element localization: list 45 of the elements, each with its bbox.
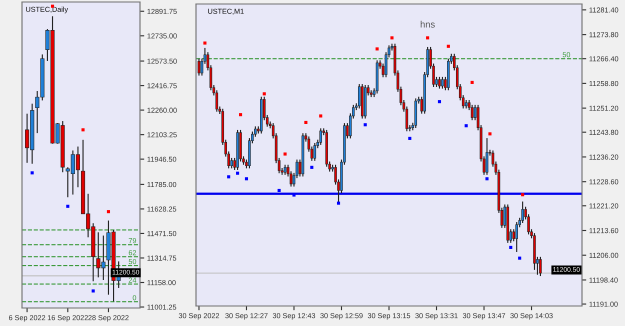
candlestick xyxy=(441,76,444,90)
candlestick xyxy=(313,142,316,162)
point xyxy=(464,124,468,128)
candlestick xyxy=(438,76,441,90)
point xyxy=(262,92,266,96)
point xyxy=(66,204,70,208)
point xyxy=(319,114,322,118)
point xyxy=(408,136,412,140)
point xyxy=(336,202,340,205)
point xyxy=(106,210,110,214)
point xyxy=(390,36,394,40)
candlestick xyxy=(521,200,524,224)
point xyxy=(227,175,230,178)
point xyxy=(244,177,248,180)
point xyxy=(304,120,308,124)
point xyxy=(236,172,240,175)
point xyxy=(426,36,430,40)
point xyxy=(238,113,242,116)
candlestick xyxy=(230,157,233,169)
annotation: hns xyxy=(420,20,435,28)
point xyxy=(509,246,512,249)
point xyxy=(81,128,85,132)
candlestick xyxy=(486,138,488,176)
point xyxy=(92,289,95,292)
point xyxy=(438,100,442,104)
point xyxy=(292,193,296,197)
candlestick xyxy=(319,128,322,146)
point xyxy=(284,152,287,156)
point xyxy=(278,188,281,192)
point xyxy=(364,123,367,126)
candlestick xyxy=(284,164,286,176)
point xyxy=(30,171,34,174)
point xyxy=(376,47,379,50)
candlestick xyxy=(515,221,518,253)
point xyxy=(485,177,489,180)
point xyxy=(488,132,492,136)
candlestick xyxy=(198,58,200,76)
point xyxy=(446,44,450,48)
candlestick xyxy=(470,104,474,121)
point xyxy=(203,42,206,45)
point xyxy=(310,166,314,169)
point xyxy=(521,193,524,196)
point xyxy=(470,80,474,84)
point xyxy=(518,256,522,260)
candlestick xyxy=(539,256,542,277)
